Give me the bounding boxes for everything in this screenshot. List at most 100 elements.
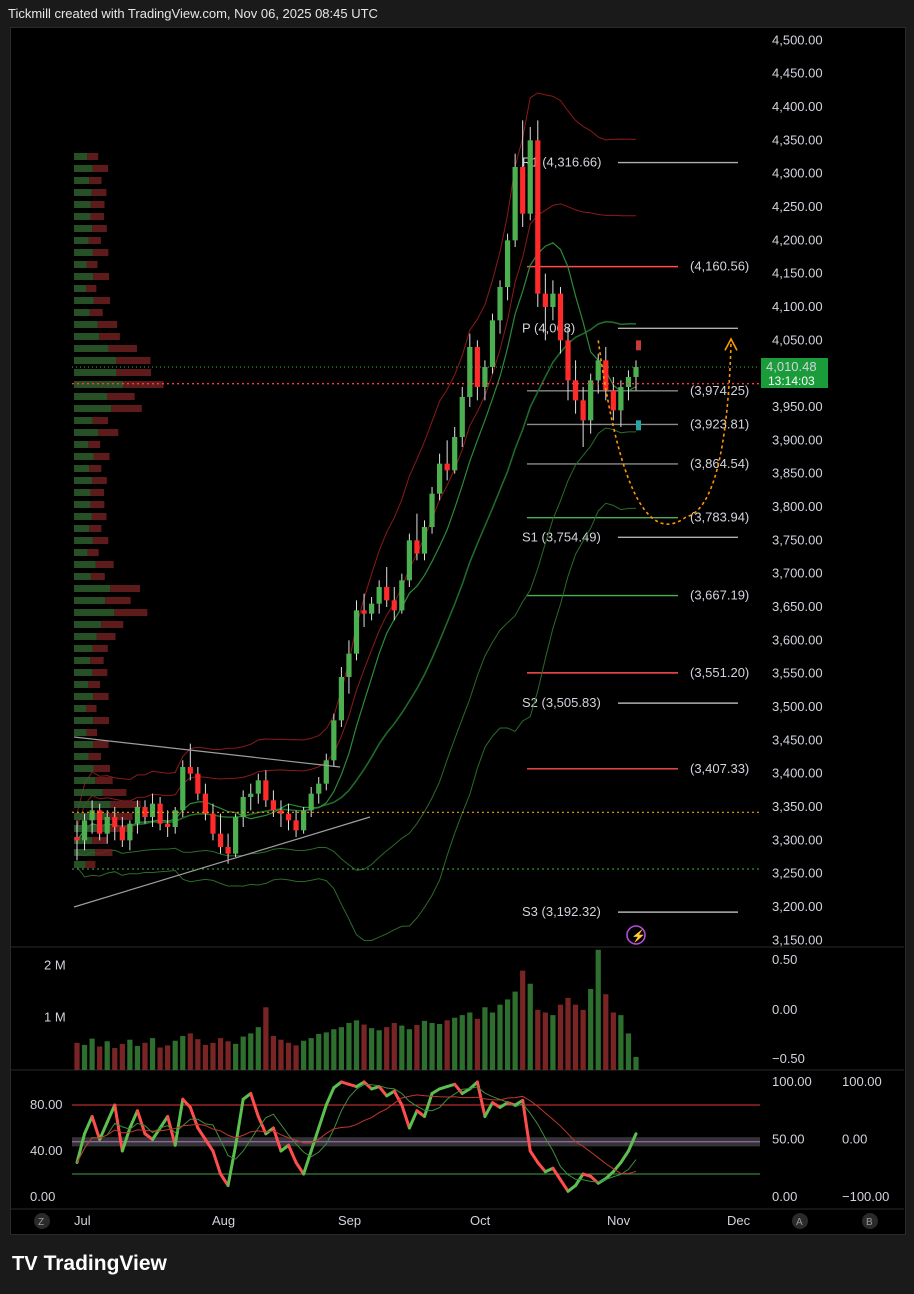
lower-band [76, 427, 636, 871]
price-tick-label: 3,250.00 [772, 866, 823, 881]
volume-bar [535, 1009, 541, 1070]
volume-profile-bar [90, 501, 105, 508]
time-tick-label: Oct [470, 1213, 491, 1228]
volume-bar [195, 1039, 201, 1070]
pivot-level-label: S3 (3,192.32) [522, 904, 601, 919]
volume-bar [625, 1033, 632, 1070]
volume-profile-bar [86, 705, 97, 712]
candle-body [527, 140, 533, 214]
volume-profile-bar [74, 693, 94, 700]
oscillator-line [407, 1109, 419, 1130]
volume-profile-bar [110, 585, 141, 592]
pane-toggle-icon: B [866, 1217, 873, 1228]
oscillator-line [475, 1080, 487, 1118]
volume-profile-bar [95, 561, 114, 568]
price-tick-label: 3,700.00 [772, 566, 823, 581]
projection-curve [597, 340, 732, 525]
volume-profile-bar [96, 633, 116, 640]
oscillator-line [324, 1086, 336, 1107]
volume-profile-bar [116, 369, 152, 376]
oscillator-line [128, 1109, 139, 1130]
projection-arrowhead [724, 337, 738, 351]
pivot-level-label: (3,864.54) [690, 456, 749, 471]
volume-profile-bar [74, 177, 90, 184]
volume-profile-bar [74, 153, 88, 160]
time-axis: Jul Aug Sep Oct Nov Dec Z A B [34, 1213, 878, 1229]
pane-toggle-icon: A [796, 1217, 803, 1228]
oscillator-line [619, 1149, 630, 1164]
volume-profile-bar [74, 453, 94, 460]
price-tick-label: 4,100.00 [772, 299, 823, 314]
volume-profile-bar [74, 309, 90, 316]
time-tick-label: Sep [338, 1213, 361, 1228]
volume-profile-bar [74, 201, 91, 208]
price-tick-label: 3,600.00 [772, 632, 823, 647]
volume-bar [270, 1036, 277, 1070]
oscillator-line [483, 1101, 494, 1118]
volume-profile-bar [102, 789, 127, 796]
oscillator-line [558, 1178, 570, 1193]
volume-pane: 2 M 1 M 0.50 0.00 −0.50 [44, 949, 805, 1070]
ma-line [76, 242, 637, 841]
volume-bar [119, 1043, 125, 1070]
volume-profile-bar [74, 573, 91, 580]
volume-profile-bar [74, 705, 87, 712]
volume-profile-bar [74, 645, 93, 652]
volume-profile-bar [88, 441, 101, 448]
volume-bar [97, 1046, 103, 1070]
candle-body [89, 810, 95, 821]
volume-profile-bar [92, 477, 107, 484]
oscillator-right2-tick: 100.00 [842, 1074, 882, 1089]
chart-attribution: Tickmill created with TradingView.com, N… [8, 6, 378, 21]
volume-bar [210, 1042, 216, 1070]
volume-profile-bar [74, 321, 98, 328]
volume-profile-bar [93, 765, 110, 772]
volume-profile-bar [105, 597, 131, 604]
volume-bar [104, 1041, 110, 1070]
volume-bar [429, 1022, 435, 1070]
candle-body [233, 817, 239, 854]
volume-bar [482, 1007, 488, 1070]
candle-body [142, 807, 148, 817]
volume-profile-bar [92, 225, 107, 232]
candle-body [406, 540, 412, 581]
volume-bar [278, 1039, 284, 1070]
candle-body [520, 167, 526, 214]
oscillator-left-tick: 40.00 [30, 1143, 63, 1158]
volume-right-tick: 0.00 [772, 1002, 797, 1017]
volume-bar [338, 1027, 345, 1070]
volume-profile-bar [74, 525, 90, 532]
volume-profile-bar [116, 357, 151, 364]
candle-body [633, 367, 639, 377]
price-tick-label: 3,800.00 [772, 499, 823, 514]
volume-bar [255, 1027, 261, 1070]
chart-frame [10, 27, 906, 1235]
volume-bar [512, 991, 518, 1070]
pane-toggle-icon [792, 1213, 808, 1229]
volume-profile-bar [74, 789, 103, 796]
volume-bar [172, 1040, 178, 1070]
volume-profile-bar [74, 717, 94, 724]
volume-profile-bar [74, 237, 89, 244]
volume-profile-bar [74, 549, 88, 556]
volume-bar [157, 1047, 163, 1070]
oscillator-left-tick: 0.00 [30, 1189, 55, 1204]
volume-bar [489, 1012, 496, 1070]
price-axis: 4,500.00 4,450.00 4,400.00 4,350.00 4,300.00… [10, 32, 904, 1210]
annotations: ⚡ [72, 337, 760, 945]
volume-bar [301, 1040, 307, 1070]
candle-body [149, 803, 156, 817]
candle-body [361, 610, 367, 614]
candle-body [565, 340, 571, 381]
candle-body [625, 377, 632, 387]
volume-profile-bar [86, 261, 98, 268]
time-tick-label: Aug [212, 1213, 235, 1228]
candle-body [157, 803, 163, 824]
candle-body [353, 610, 360, 654]
oscillator-line [98, 1120, 109, 1141]
price-chart[interactable]: R1 (4,316.66) (4,160.56) P (4,068) (3,974.2… [10, 27, 904, 1233]
oscillator-line [422, 1092, 434, 1118]
volume-profile-bar [114, 609, 148, 616]
oscillator-line [400, 1103, 411, 1130]
